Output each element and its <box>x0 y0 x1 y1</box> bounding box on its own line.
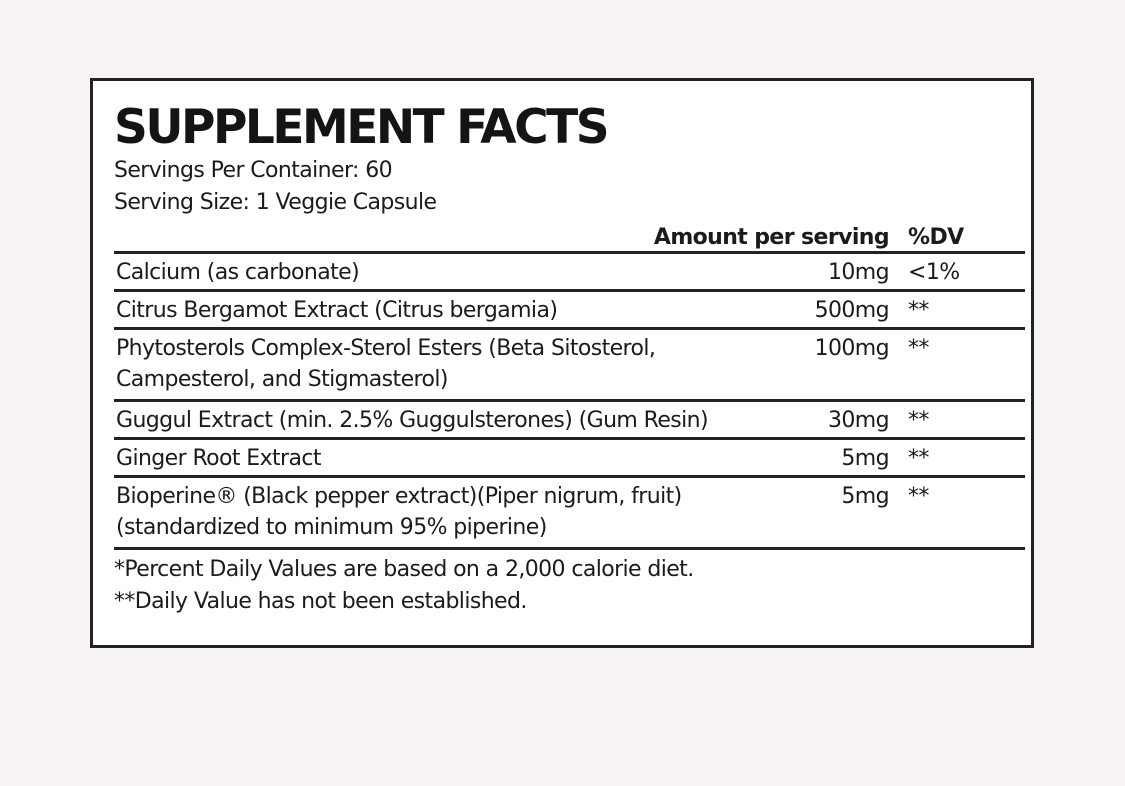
table-row: Bioperine® (Black pepper extract)(Piper … <box>114 478 1025 550</box>
ingredient-name-line: (standardized to minimum 95% piperine) <box>116 515 547 540</box>
ingredient-amount: 5mg <box>841 484 889 509</box>
ingredient-name-line: Phytosterols Complex-Sterol Esters (Beta… <box>116 336 656 361</box>
ingredient-name-line: Bioperine® (Black pepper extract)(Piper … <box>116 484 682 509</box>
table-row: Ginger Root Extract 5mg ** <box>114 440 1025 478</box>
ingredient-name: Citrus Bergamot Extract (Citrus bergamia… <box>116 298 558 323</box>
ingredient-name: Phytosterols Complex-Sterol Esters (Beta… <box>116 333 656 395</box>
table-row: Citrus Bergamot Extract (Citrus bergamia… <box>114 292 1025 330</box>
ingredient-amount: 5mg <box>841 446 889 471</box>
ingredient-name-line: Campesterol, and Stigmasterol) <box>116 367 448 392</box>
ingredient-amount: 500mg <box>814 298 890 323</box>
ingredient-dv: ** <box>908 336 929 361</box>
table-row: Calcium (as carbonate) 10mg <1% <box>114 254 1025 292</box>
ingredient-dv: ** <box>908 408 929 433</box>
supplement-facts-panel: SUPPLEMENT FACTS Servings Per Container:… <box>90 78 1034 648</box>
servings-per-container: Servings Per Container: 60 <box>114 158 393 183</box>
table-row: Guggul Extract (min. 2.5% Guggulsterones… <box>114 402 1025 440</box>
ingredient-amount: 100mg <box>814 336 890 361</box>
ingredient-dv: <1% <box>908 260 960 285</box>
footnote-percent-dv: *Percent Daily Values are based on a 2,0… <box>114 557 694 582</box>
ingredient-amount: 30mg <box>828 408 890 433</box>
ingredient-dv: ** <box>908 484 929 509</box>
ingredient-dv: ** <box>908 446 929 471</box>
ingredient-name: Bioperine® (Black pepper extract)(Piper … <box>116 481 682 543</box>
footnotes: *Percent Daily Values are based on a 2,0… <box>114 550 1025 618</box>
serving-size: Serving Size: 1 Veggie Capsule <box>114 190 437 215</box>
supplement-facts-content: SUPPLEMENT FACTS Servings Per Container:… <box>114 101 1025 618</box>
label-title: SUPPLEMENT FACTS <box>114 100 610 155</box>
facts-table-header: Amount per serving %DV <box>114 219 1025 254</box>
ingredient-name: Calcium (as carbonate) <box>116 260 360 285</box>
ingredient-amount: 10mg <box>828 260 890 285</box>
table-row: Phytosterols Complex-Sterol Esters (Beta… <box>114 330 1025 402</box>
footnote-dv-not-established: **Daily Value has not been established. <box>114 589 527 614</box>
ingredient-name: Ginger Root Extract <box>116 446 321 471</box>
ingredient-dv: ** <box>908 298 929 323</box>
header-amount-per-serving: Amount per serving <box>653 225 890 250</box>
ingredient-name: Guggul Extract (min. 2.5% Guggulsterones… <box>116 408 709 433</box>
header-percent-dv: %DV <box>908 225 964 250</box>
